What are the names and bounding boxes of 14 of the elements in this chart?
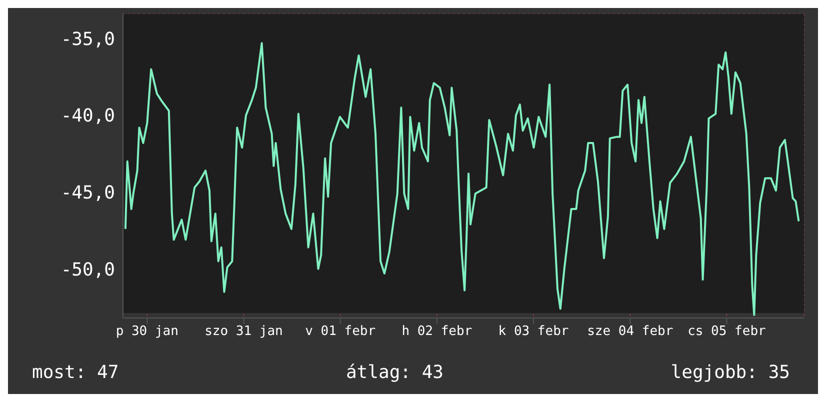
text: most: 47 (32, 362, 119, 383)
x-tick-label: h 02 febr (402, 324, 472, 340)
x-tick-label: cs 05 febr (688, 324, 766, 340)
y-tick-label: -45,0 (60, 182, 115, 204)
x-tick-label: szo 31 jan (204, 324, 283, 340)
text: legjobb: 35 (670, 362, 790, 383)
text: átlag: 43 (346, 362, 444, 383)
x-tick-label: p 30 jan (116, 324, 178, 340)
x-tick-label: k 03 febr (498, 324, 569, 340)
y-tick-label: -50,0 (60, 259, 115, 280)
x-tick-label: v 01 febr (305, 324, 376, 340)
y-tick-label: -40,0 (60, 106, 115, 127)
y-tick-label: -35,0 (60, 28, 115, 50)
x-tick-label: sze 04 febr (587, 324, 674, 340)
